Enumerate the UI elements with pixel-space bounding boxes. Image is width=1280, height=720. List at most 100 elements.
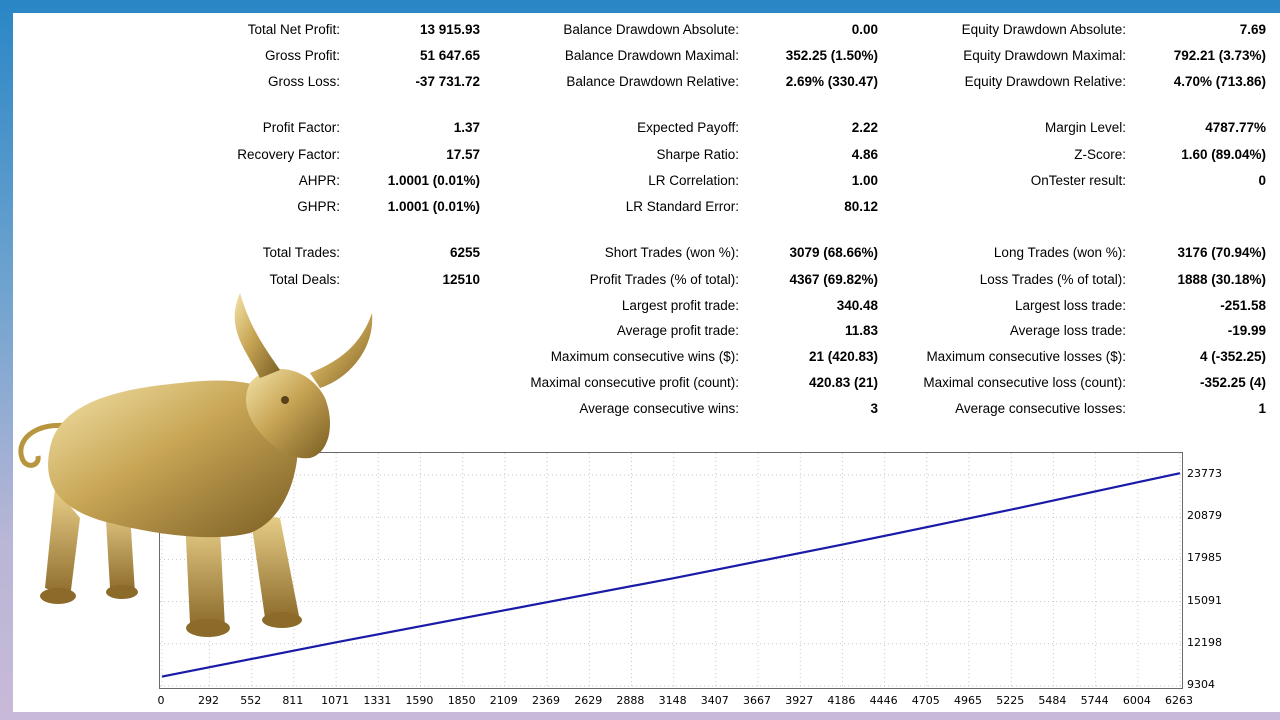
stat-label: Balance Drawdown Absolute:	[563, 22, 739, 37]
x-tick-label: 3148	[658, 694, 687, 707]
stat-label: Maximal consecutive loss (count):	[923, 375, 1126, 390]
stat-value: -352.25 (4)	[1199, 375, 1266, 390]
x-tick-label: 4186	[827, 694, 856, 707]
x-tick-label: 3927	[785, 694, 814, 707]
y-tick-label: 20879	[1187, 509, 1222, 523]
x-tick-label: 4705	[911, 694, 940, 707]
stat-label: Profit Factor:	[262, 120, 340, 135]
stat-label: Expected Payoff:	[637, 120, 739, 135]
stat-label: GHPR:	[297, 199, 340, 214]
stat-value: 7.69	[1239, 22, 1266, 37]
stat-label: Sharpe Ratio:	[656, 147, 739, 162]
stat-value: 4787.77%	[1205, 120, 1266, 135]
stat-label: OnTester result:	[1030, 173, 1126, 188]
stat-label: Total Trades:	[262, 245, 340, 260]
stat-label: Profit Trades (% of total):	[589, 272, 739, 287]
x-tick-label: 2629	[574, 694, 603, 707]
stat-label: Maximum consecutive wins ($):	[550, 349, 739, 364]
x-tick-label: 0	[157, 694, 165, 707]
x-tick-label: 1590	[405, 694, 434, 707]
x-tick-label: 4446	[869, 694, 898, 707]
stat-value: 1.0001 (0.01%)	[387, 199, 480, 214]
stat-label: Balance Drawdown Maximal:	[564, 48, 739, 63]
stat-value: 11.83	[844, 323, 878, 338]
stat-value: 2.22	[851, 120, 878, 135]
stat-value: 1.00	[851, 173, 878, 188]
x-tick-label: 811	[282, 694, 304, 707]
stat-label: Gross Loss:	[267, 74, 340, 89]
stat-label: Largest profit trade:	[621, 298, 739, 313]
x-tick-label: 6263	[1165, 694, 1193, 707]
stat-value: 4.70% (713.86)	[1173, 74, 1266, 89]
stat-label: Balance Drawdown Relative:	[566, 74, 739, 89]
x-tick-label: 1850	[447, 694, 476, 707]
stat-label: Z-Score:	[1074, 147, 1126, 162]
stat-value: 4.86	[851, 147, 878, 162]
stat-value: 4 (-352.25)	[1199, 349, 1266, 364]
balance-series-line	[161, 472, 1181, 678]
stat-label: Average consecutive losses:	[955, 401, 1126, 416]
x-tick-label: 552	[240, 694, 262, 707]
stat-value: 80.12	[844, 199, 878, 214]
stat-label: Margin Level:	[1044, 120, 1126, 135]
stat-label: AHPR:	[298, 173, 340, 188]
stat-value: 3079 (68.66%)	[789, 245, 878, 260]
stat-value: -19.99	[1227, 323, 1266, 338]
stat-value: 340.48	[836, 298, 878, 313]
stat-label: Equity Drawdown Relative:	[964, 74, 1126, 89]
x-tick-label: 5484	[1038, 694, 1067, 707]
stat-value: 3176 (70.94%)	[1177, 245, 1266, 260]
stat-value: 1.60 (89.04%)	[1181, 147, 1266, 162]
stat-value: 352.25 (1.50%)	[785, 48, 878, 63]
stat-label: Gross Profit:	[264, 48, 340, 63]
stat-value: 13 915.93	[419, 22, 480, 37]
y-tick-label: 9304	[1187, 678, 1215, 691]
stat-label: LR Correlation:	[648, 173, 739, 188]
x-tick-label: 1331	[363, 694, 392, 707]
stat-value: 21 (420.83)	[808, 349, 878, 364]
stat-value: 4367 (69.82%)	[789, 272, 878, 287]
x-tick-label: 2369	[532, 694, 561, 707]
y-tick-label: 23773	[1187, 467, 1222, 480]
stat-value: 12510	[442, 272, 480, 287]
x-tick-label: 1071	[321, 694, 350, 707]
stat-label: Average profit trade:	[616, 323, 739, 338]
stat-label: LR Standard Error:	[625, 199, 739, 214]
x-tick-label: 2888	[616, 694, 645, 707]
x-tick-label: 292	[197, 694, 219, 707]
stat-label: Equity Drawdown Maximal:	[963, 48, 1126, 63]
stat-value: 2.69% (330.47)	[785, 74, 878, 89]
x-tick-label: 4965	[954, 694, 983, 707]
x-tick-label: 5744	[1080, 694, 1109, 707]
stat-label: Largest loss trade:	[1014, 298, 1126, 313]
x-tick-label: 2109	[489, 694, 518, 707]
stat-value: 1.37	[453, 120, 480, 135]
stat-label: Average consecutive wins:	[579, 401, 739, 416]
y-tick-label: 12198	[1187, 635, 1222, 649]
stat-value: 51 647.65	[419, 48, 480, 63]
stat-value: 1888 (30.18%)	[1177, 272, 1266, 287]
stat-label: Recovery Factor:	[237, 147, 340, 162]
stat-value: -251.58	[1220, 298, 1266, 313]
stat-label: Maximal consecutive profit (count):	[530, 375, 739, 390]
stat-value: 0.00	[851, 22, 878, 37]
stat-value: 0	[1258, 173, 1266, 188]
stat-label: Maximum consecutive losses ($):	[926, 349, 1126, 364]
y-tick-label: 17985	[1187, 551, 1222, 565]
stat-value: 420.83 (21)	[808, 375, 878, 390]
x-tick-label: 3407	[700, 694, 729, 707]
stat-value: 6255	[449, 245, 480, 260]
x-tick-label: 6004	[1122, 694, 1151, 707]
stat-value: 17.57	[446, 147, 480, 162]
balance-chart	[159, 452, 1183, 689]
stat-value: 792.21 (3.73%)	[1173, 48, 1266, 63]
stat-value: -37 731.72	[415, 74, 480, 89]
stat-label: Loss Trades (% of total):	[979, 272, 1126, 287]
stat-value: 1	[1258, 401, 1266, 416]
stat-label: Equity Drawdown Absolute:	[961, 22, 1126, 37]
stat-label: Total Deals:	[269, 272, 340, 287]
stat-label: Total Net Profit:	[247, 22, 340, 37]
stat-label: Average loss trade:	[1009, 323, 1126, 338]
y-tick-label: 15091	[1187, 593, 1222, 607]
stat-value: 3	[870, 401, 878, 416]
